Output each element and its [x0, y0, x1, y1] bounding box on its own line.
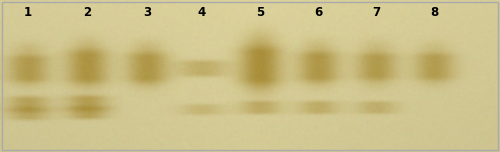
Text: 7: 7 — [372, 6, 380, 19]
Text: 4: 4 — [198, 6, 206, 19]
Text: 8: 8 — [430, 6, 438, 19]
Text: 6: 6 — [314, 6, 322, 19]
Text: 5: 5 — [256, 6, 264, 19]
Text: 2: 2 — [83, 6, 91, 19]
Text: 3: 3 — [143, 6, 151, 19]
Text: 1: 1 — [24, 6, 32, 19]
